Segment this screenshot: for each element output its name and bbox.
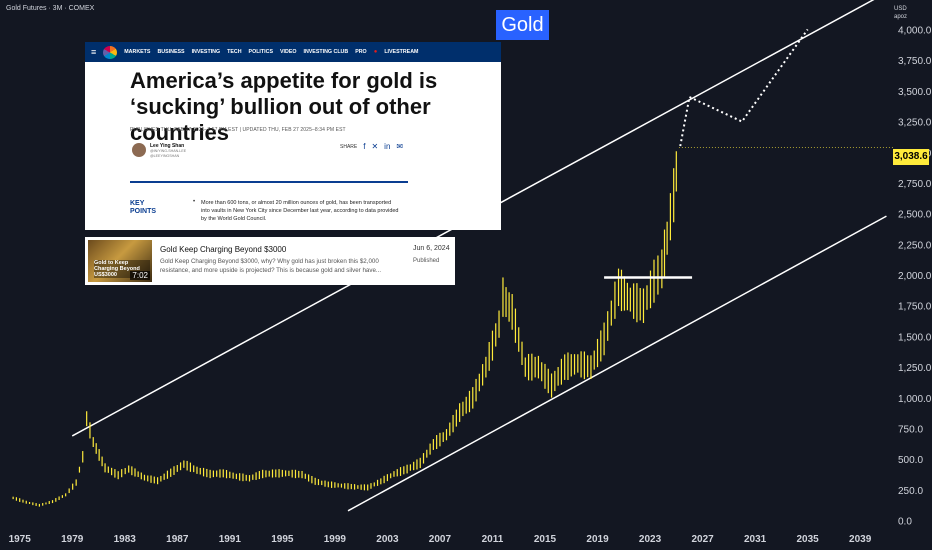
y-tick-label: 1,250.0 [898, 363, 932, 374]
y-tick-label: 4,000.0 [898, 25, 932, 36]
x-tick-label: 2027 [691, 534, 714, 545]
video-thumbnail[interactable]: Gold to Keep Charging Beyond US$3000 7:0… [88, 240, 152, 282]
y-tick-label: 1,750.0 [898, 302, 932, 313]
y-tick-label: 250.0 [898, 486, 923, 497]
x-tick-label: 1983 [114, 534, 137, 545]
x-icon[interactable]: ✕ [371, 142, 379, 151]
gold-badge: Gold [496, 10, 549, 40]
x-tick-label: 1995 [271, 534, 294, 545]
cnbc-logo [103, 45, 118, 59]
y-tick-label: 3,500.0 [898, 87, 932, 98]
video-date: Jun 6, 2024 [413, 245, 450, 252]
nav-item-investing[interactable]: INVESTING [191, 49, 221, 55]
x-tick-label: 2011 [482, 534, 504, 545]
currency-unit: apoz [894, 14, 908, 20]
y-tick-label: 3,250.0 [898, 118, 932, 129]
email-icon[interactable]: ✉ [396, 142, 404, 151]
share-label: SHARE [340, 143, 358, 150]
key-points-label: KEY POINTS [130, 200, 157, 215]
video-description: Gold Keep Charging Beyond $3000, why? Wh… [160, 258, 382, 274]
share-bar: SHARE f ✕ in ✉ [340, 142, 403, 151]
menu-icon[interactable]: ≡ [91, 47, 97, 57]
author-linkedin[interactable]: @IN/YING-SHAN-LEE [150, 149, 187, 153]
video-card[interactable]: Gold to Keep Charging Beyond US$3000 7:0… [85, 237, 455, 285]
nav-item-pro[interactable]: PRO [355, 49, 367, 55]
x-tick-label: 2023 [639, 534, 662, 545]
y-tick-label: 500.0 [898, 455, 923, 466]
author-name[interactable]: Lee Ying Shan [150, 143, 185, 149]
y-tick-label: 0.0 [898, 517, 912, 528]
y-tick-label: 3,750.0 [898, 56, 932, 67]
nav-item-business[interactable]: BUSINESS [157, 49, 185, 55]
cnbc-nav-bar: ≡ MARKETS BUSINESS INVESTING TECH POLITI… [85, 42, 501, 62]
x-tick-label: 1987 [166, 534, 189, 545]
x-tick-label: 2035 [797, 534, 820, 545]
x-tick-label: 1975 [9, 534, 32, 545]
y-tick-label: 1,500.0 [898, 332, 932, 343]
article-divider [130, 181, 408, 183]
x-tick-label: 2007 [429, 534, 452, 545]
news-article-card: ≡ MARKETS BUSINESS INVESTING TECH POLITI… [85, 42, 501, 230]
y-tick-label: 750.0 [898, 425, 923, 436]
nav-item-tech[interactable]: TECH [227, 49, 242, 55]
x-tick-label: 2031 [744, 534, 767, 545]
x-tick-label: 1991 [219, 534, 242, 545]
facebook-icon[interactable]: f [363, 142, 366, 151]
video-title[interactable]: Gold Keep Charging Beyond $3000 [160, 245, 287, 254]
video-duration: 7:02 [130, 271, 150, 280]
symbol-title: Gold Futures · 3M · COMEX [6, 5, 95, 12]
nav-item-politics[interactable]: POLITICS [248, 49, 273, 55]
key-point-text: More than 600 tons, or almost 20 million… [201, 200, 399, 222]
video-status: Published [413, 258, 440, 264]
y-tick-label: 2,500.0 [898, 210, 932, 221]
x-tick-label: 2003 [376, 534, 399, 545]
nav-item-investing-club[interactable]: INVESTING CLUB [303, 49, 349, 55]
article-published: PUBLISHED THU, FEB 27 2025–7:57 PM EST |… [130, 127, 346, 133]
y-tick-label: 2,750.0 [898, 179, 932, 190]
nav-item-video[interactable]: VIDEO [279, 49, 297, 55]
x-tick-label: 1999 [324, 534, 347, 545]
x-tick-label: 1979 [61, 534, 84, 545]
y-tick-label: 2,000.0 [898, 271, 932, 282]
live-dot-icon: ● [373, 49, 378, 55]
y-tick-label: 1,000.0 [898, 394, 932, 405]
last-price-label: 3,038.6 [893, 149, 929, 165]
y-tick-label: 2,250.0 [898, 240, 932, 251]
author-twitter[interactable]: @LEEYINGSHAN [150, 154, 180, 158]
x-tick-label: 2039 [849, 534, 872, 545]
nav-item-livestream[interactable]: LIVESTREAM [384, 49, 419, 55]
x-tick-label: 2019 [586, 534, 609, 545]
currency-label: USD [894, 6, 907, 12]
x-tick-label: 2015 [534, 534, 557, 545]
author-avatar [132, 143, 146, 157]
nav-item-markets[interactable]: MARKETS [124, 49, 151, 55]
lower-channel-line [347, 215, 887, 512]
linkedin-icon[interactable]: in [384, 142, 391, 151]
bullet-icon: • [193, 199, 196, 205]
article-headline: America’s appetite for gold is ‘sucking’… [130, 68, 438, 145]
currency-selector[interactable]: USD apoz [894, 4, 924, 20]
projection-path [679, 28, 809, 147]
